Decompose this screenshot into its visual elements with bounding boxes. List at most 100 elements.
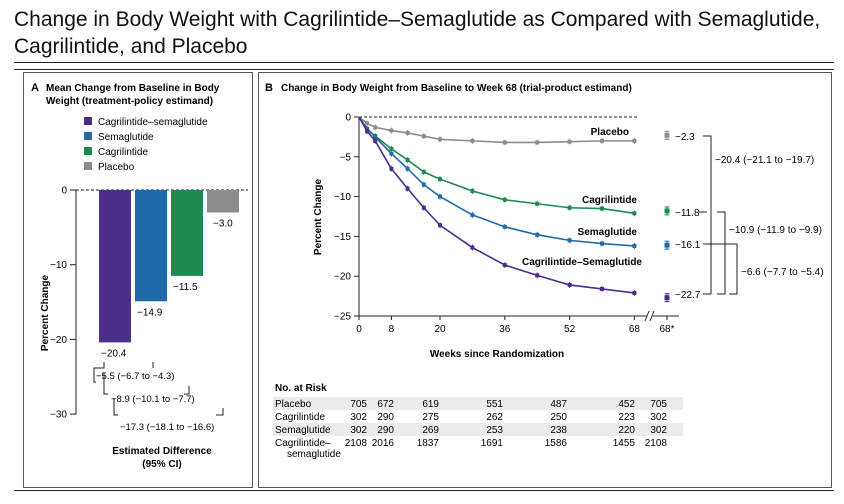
risk-row-label: Cagrilintide– <box>275 438 331 449</box>
diff-heading-line2: (95% CI) <box>142 459 181 470</box>
point-cagrilintide <box>567 205 572 210</box>
x-tick-label: 0 <box>356 324 362 335</box>
risk-cell: 253 <box>486 425 503 436</box>
legend-swatch-cagrisema <box>84 117 92 125</box>
point-semaglutide <box>421 182 426 187</box>
point-cagrisema <box>632 290 637 295</box>
risk-cell: 302 <box>350 425 367 436</box>
bracket-cagrisema-vs-cagrilintide <box>717 211 726 295</box>
end-point-placebo <box>664 132 670 138</box>
risk-cell: 290 <box>377 412 394 423</box>
risk-cell: 302 <box>650 412 667 423</box>
point-placebo <box>502 140 507 145</box>
top-rule <box>14 62 834 63</box>
point-cagrilintide <box>632 211 637 216</box>
diff-label-3: −17.3 (−18.1 to −16.6) <box>120 422 214 433</box>
panel-a-letter: A <box>31 82 39 94</box>
bottom-rule <box>14 490 834 491</box>
diff-heading-line1: Estimated Difference <box>112 446 212 457</box>
bar-value-label-placebo: −3.0 <box>213 218 233 229</box>
point-cagrisema <box>600 286 604 291</box>
figure-title: Change in Body Weight with Cagrilintide–… <box>14 8 821 58</box>
panel-b-y-ticks: 0 −5 −10 −15 −20 −25 <box>334 113 359 323</box>
risk-cell: 238 <box>550 425 567 436</box>
end-label-cagrisema: −22.7 <box>675 290 701 301</box>
diff-bracket-1-left <box>93 362 105 383</box>
bracket-cagrisema-vs-placebo <box>703 135 712 295</box>
bar-cagrisema <box>99 190 131 343</box>
bracket-cagrisema-vs-semaglutide <box>703 243 738 295</box>
series-label-cagrisema: Cagrilintide–Semaglutide <box>522 257 642 268</box>
x-tick-label: 68 <box>629 324 641 335</box>
panel-a-legend: Cagrilintide–semaglutide Semaglutide Cag… <box>84 117 208 173</box>
risk-cell: 1455 <box>613 438 636 449</box>
diff-bracket-3-left <box>113 398 118 416</box>
panel-a-y-label: Percent Change <box>40 274 51 351</box>
point-cagrisema <box>421 205 426 210</box>
y-tick-label: −15 <box>334 232 351 243</box>
diff-bracket-3-right <box>216 408 224 416</box>
panel-b-x-ticks: 0 8 20 36 52 68 <box>356 316 640 335</box>
panel-b-brackets <box>699 135 738 295</box>
bar-value-label-cagrilintide: −11.5 <box>173 282 198 293</box>
point-placebo <box>389 128 394 133</box>
risk-row-label-cont: semaglutide <box>287 449 341 460</box>
y-tick-label: 0 <box>61 186 67 197</box>
panel-b-title: Change in Body Weight from Baseline to W… <box>281 83 632 94</box>
bar-placebo <box>207 190 239 213</box>
bracket-label-placebo: −20.4 (−21.1 to −19.7) <box>715 155 814 166</box>
point-semaglutide <box>502 224 507 229</box>
bracket-label-cagrilintide: −10.9 (−11.9 to −9.9) <box>729 225 822 236</box>
risk-cell: 220 <box>618 425 635 436</box>
y-tick-label: −10 <box>334 192 351 203</box>
point-semaglutide <box>567 238 572 243</box>
risk-cell: 487 <box>550 399 567 410</box>
end-label-placebo: −2.3 <box>675 132 695 143</box>
end-point-cagrisema <box>664 295 670 301</box>
point-cagrisema <box>365 129 370 134</box>
point-semaglutide <box>405 166 410 171</box>
panel-b: B Change in Body Weight from Baseline to… <box>258 72 832 488</box>
point-cagrisema <box>405 186 410 191</box>
bar-cagrilintide <box>171 190 203 276</box>
point-cagrisema <box>389 166 394 171</box>
risk-row-label: Cagrilintide <box>275 412 325 423</box>
point-cagrilintide <box>405 157 410 162</box>
risk-cell: 302 <box>350 412 367 423</box>
risk-cell: 302 <box>650 425 667 436</box>
point-placebo <box>438 137 442 142</box>
point-cagrilintide <box>438 177 442 182</box>
legend-swatch-cagrilintide <box>84 147 92 155</box>
point-placebo <box>632 138 637 143</box>
y-tick-label: −20 <box>50 335 67 346</box>
risk-cell: 672 <box>377 399 394 410</box>
panel-b-end-markers <box>664 130 670 303</box>
x-tick-label-68-star: 68* <box>659 324 674 335</box>
point-cagrisema <box>373 138 378 143</box>
end-label-cagrilintide: −11.8 <box>675 208 700 219</box>
risk-cell: 262 <box>486 412 503 423</box>
point-cagrilintide <box>470 189 475 194</box>
risk-cell: 1586 <box>545 438 568 449</box>
end-point-cagrilintide <box>664 208 670 214</box>
panel-a-y-ticks: 0 −10 −20 −30 <box>50 186 76 421</box>
diff-label-2: −8.9 (−10.1 to −7.7) <box>111 394 195 405</box>
point-semaglutide <box>389 151 394 156</box>
y-tick-label: −20 <box>334 272 351 283</box>
axis-break <box>644 310 655 322</box>
point-cagrilintide <box>535 201 540 206</box>
legend-label-cagrilintide: Cagrilintide <box>98 147 148 158</box>
risk-cell: 705 <box>350 399 367 410</box>
point-cagrilintide <box>421 169 426 174</box>
panel-a-title-line1: Mean Change from Baseline in Body <box>46 83 220 94</box>
x-tick-label: 20 <box>434 324 446 335</box>
point-placebo <box>405 130 410 135</box>
series-label-cagrilintide: Cagrilintide <box>582 195 637 206</box>
point-placebo <box>600 138 604 143</box>
risk-cell: 275 <box>422 412 439 423</box>
point-placebo <box>421 134 426 139</box>
legend-label-semaglutide: Semaglutide <box>98 132 154 143</box>
y-tick-label: −25 <box>334 312 351 323</box>
panel-b-lines <box>358 116 637 296</box>
legend-swatch-semaglutide <box>84 132 92 140</box>
